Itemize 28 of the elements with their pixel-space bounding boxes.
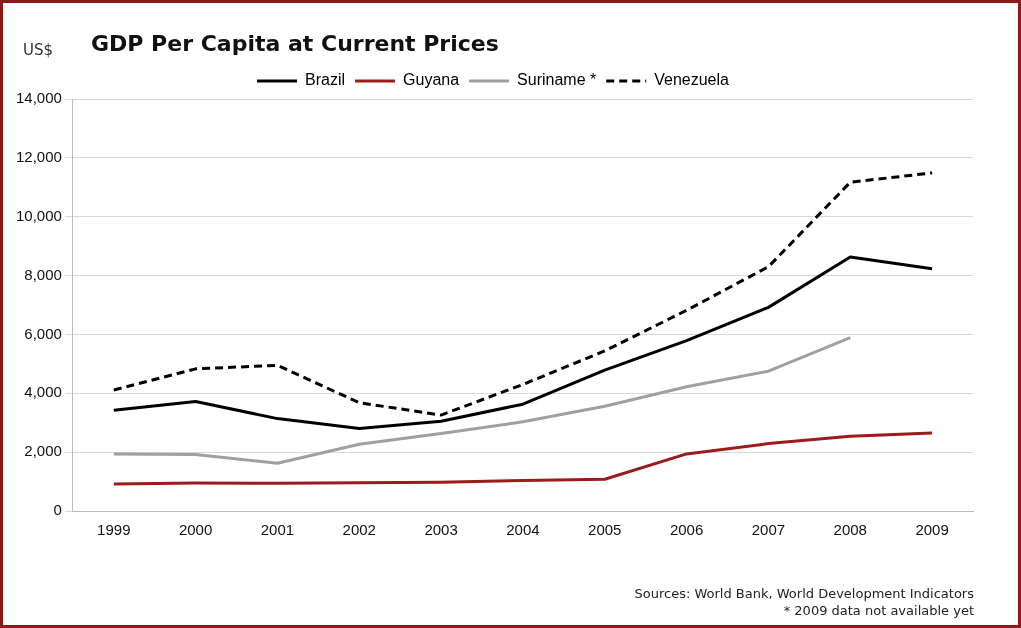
x-tick-label: 2008 xyxy=(833,521,867,539)
legend-label: Venezuela xyxy=(654,71,730,89)
line-series xyxy=(112,171,934,417)
text: * 2009 data not available yet xyxy=(782,602,974,619)
x-tick-label: 2001 xyxy=(260,521,295,539)
x-tick-label: 1999 xyxy=(97,521,131,539)
source-note: Sources: World Bank, World Development Indicators xyxy=(634,585,974,602)
legend-label: Suriname * xyxy=(517,71,597,89)
chart-title: GDP Per Capita at Current Prices xyxy=(91,31,499,56)
y-tick-label: 2,000 xyxy=(24,442,62,460)
y-tick-label: 10,000 xyxy=(15,206,62,224)
x-tick-label: 2004 xyxy=(506,521,540,539)
y-tick-label: 4,000 xyxy=(24,383,62,401)
x-tick-label: 2003 xyxy=(424,521,458,539)
legend-label: Guyana xyxy=(403,71,460,89)
legend-label: Brazil xyxy=(305,71,346,89)
x-tick-label: 2000 xyxy=(178,521,213,539)
y-tick-label: 12,000 xyxy=(15,148,62,165)
x-tick-label: 2002 xyxy=(342,521,376,539)
x-tick-label: 2006 xyxy=(669,521,704,539)
x-tick-label: 2007 xyxy=(751,521,786,539)
x-tick-label: 2009 xyxy=(915,521,949,539)
y-axis-title: US$ xyxy=(23,41,54,59)
y-tick-label: 0 xyxy=(53,501,62,519)
y-tick-label: 6,000 xyxy=(24,324,62,342)
x-tick-label: 2005 xyxy=(588,521,622,539)
y-tick-label: 8,000 xyxy=(24,265,62,283)
y-tick-label: 14,000 xyxy=(15,89,62,107)
